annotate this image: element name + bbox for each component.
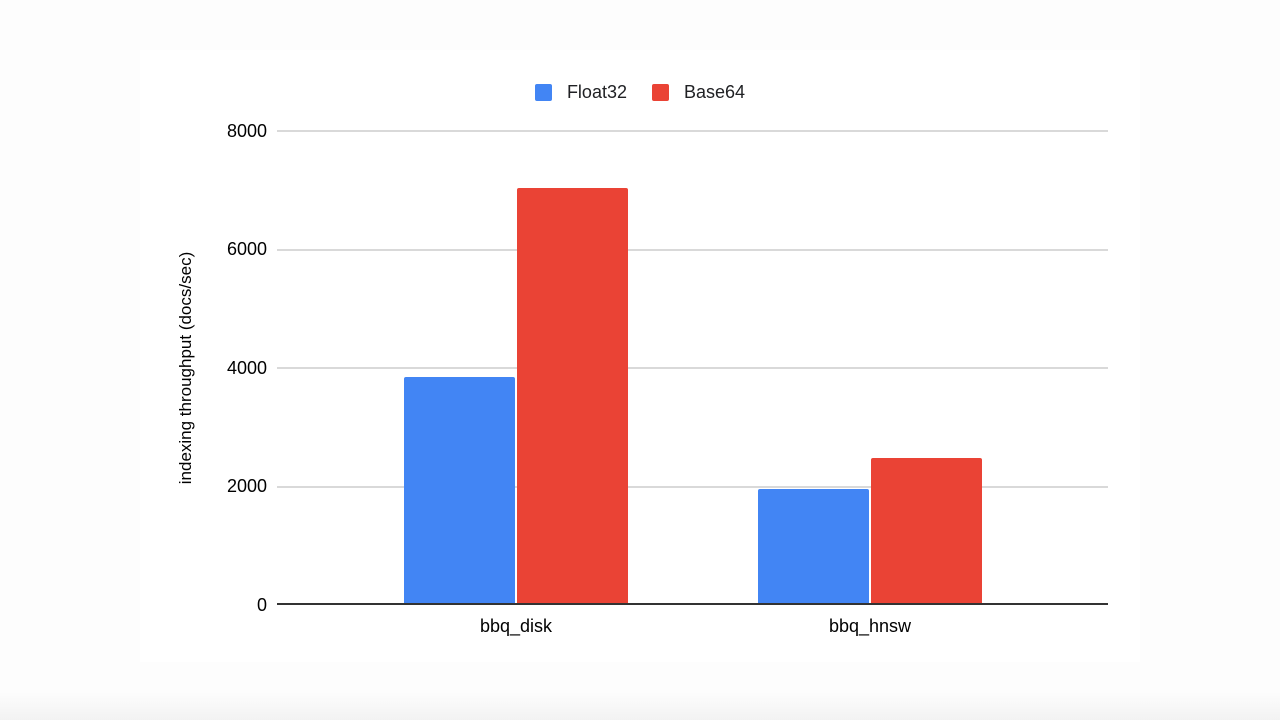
plot-area: [277, 130, 1108, 605]
y-tick-label: 8000: [226, 121, 267, 141]
bar-bbq-hnsw-float32[interactable]: [758, 489, 869, 605]
y-tick-label: 4000: [226, 358, 267, 378]
legend-swatch-base64: [651, 83, 669, 101]
y-tick-label: 2000: [226, 476, 267, 496]
chart-legend: Float32 Base64: [140, 83, 1140, 101]
bar-bbq-disk-base64[interactable]: [517, 188, 628, 605]
y-tick-label: 0: [256, 595, 267, 615]
gridline: [277, 367, 1108, 369]
bar-bbq-hnsw-base64[interactable]: [871, 458, 982, 605]
legend-item-base64[interactable]: Base64: [651, 82, 746, 102]
x-axis-line: [277, 603, 1108, 605]
bar-bbq-disk-float32[interactable]: [404, 377, 515, 605]
bottom-fade: [0, 692, 1280, 720]
legend-label: Base64: [683, 82, 746, 102]
legend-label: Float32: [566, 82, 627, 102]
gridline: [277, 249, 1108, 251]
gridline: [277, 130, 1108, 132]
legend-swatch-float32: [534, 83, 552, 101]
x-axis-label-bbq-hnsw: bbq_hnsw: [828, 616, 912, 636]
chart-card: Float32 Base64 indexing throughput (docs/…: [140, 50, 1140, 662]
x-axis-label-bbq-disk: bbq_disk: [479, 616, 553, 636]
gridline: [277, 486, 1108, 488]
legend-item-float32[interactable]: Float32: [534, 82, 627, 102]
y-tick-label: 6000: [226, 239, 267, 259]
